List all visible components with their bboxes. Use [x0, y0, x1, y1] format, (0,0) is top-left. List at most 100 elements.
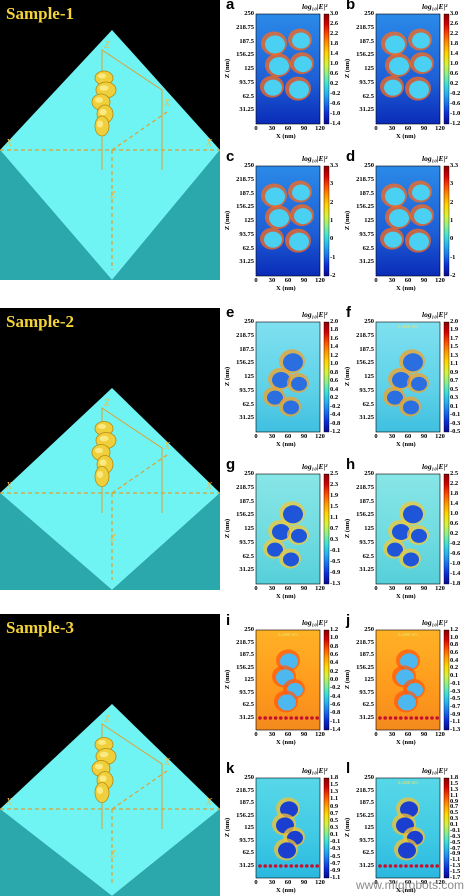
colorbar-tick-label: 2.0: [330, 318, 339, 325]
y-tick-label: 62.5: [362, 849, 374, 856]
x-tick-label: 0: [374, 879, 378, 886]
y-axis-label: Z (nm): [224, 58, 232, 79]
x-tick-label: 60: [404, 731, 412, 738]
colorbar: [443, 13, 450, 125]
y-tick-label: 156.25: [356, 663, 374, 671]
y-tick-label: 218.75: [356, 331, 374, 339]
y-tick-label: 250: [244, 10, 254, 17]
nanoparticle-highlight: [96, 120, 104, 128]
colorbar: [443, 321, 450, 433]
colorbar-tick-label: 2.5: [450, 470, 459, 477]
substrate-dot: [279, 864, 283, 868]
y-axis-label: Z (nm): [344, 210, 352, 231]
y-tick-label: 125: [244, 676, 254, 683]
x-axis-label: X (nm): [276, 739, 296, 746]
sample-1-label: Sample-1: [6, 4, 74, 23]
particle-section: [412, 32, 430, 49]
nanoparticle-highlight: [97, 73, 107, 79]
axis-letter-x: X: [205, 481, 213, 492]
sample-1-scene: Z Z X X X: [0, 30, 220, 280]
colorbar-tick-label: -0.5: [450, 428, 461, 435]
field-map-panel-d: d log₁₀|E|² 250 218.75 187.5 156.25 125 93.75 62…: [344, 148, 464, 294]
colorbar: [323, 629, 330, 731]
colorbar-tick-label: 0.6: [330, 651, 339, 658]
substrate-dot: [419, 716, 424, 720]
y-tick-label: 187.5: [239, 651, 254, 658]
x-tick-label: 30: [268, 585, 276, 592]
colorbar-tick-label: -1.4: [330, 120, 341, 127]
colorbar: [323, 473, 330, 585]
colorbar-tick-label: -1.3: [450, 726, 461, 733]
colorbar: [443, 777, 450, 879]
particle-section: [403, 400, 419, 415]
y-tick-label: 62.5: [242, 400, 254, 408]
x-tick-label: 60: [404, 433, 412, 440]
x-tick-label: 30: [268, 731, 276, 738]
y-tick-label: 31.25: [359, 414, 374, 422]
x-tick-label: 120: [435, 585, 445, 592]
colorbar-tick-label: 0.6: [330, 70, 339, 77]
colorbar-tick-label: 1.9: [450, 326, 459, 334]
colorbar: [323, 13, 330, 125]
axis-letter-z: Z: [104, 40, 110, 51]
colorbar-tick-label: -0.1: [330, 838, 341, 846]
substrate-dot: [263, 864, 267, 868]
sample-3-label: Sample-3: [6, 618, 74, 637]
y-tick-label: 125: [244, 65, 254, 72]
colorbar-tick-label: -0.8: [330, 709, 341, 717]
colorbar-tick-label: 1.8: [330, 40, 339, 47]
x-tick-label: 30: [268, 433, 276, 440]
x-axis-label: X (nm): [276, 441, 296, 448]
x-tick-label: 0: [374, 277, 378, 284]
colorbar-tick-label: 0.7: [330, 809, 339, 817]
colorbar-tick-label: 2.0: [450, 318, 459, 325]
y-tick-label: 31.25: [239, 713, 254, 721]
sample-1-illustration: Z Z X X X Sample-1: [0, 0, 220, 280]
colorbar-tick-label: 1.0: [450, 510, 459, 517]
x-tick-label: 30: [268, 125, 276, 132]
x-axis-label: X (nm): [396, 739, 416, 746]
y-tick-label: 156.25: [236, 359, 254, 367]
y-tick-label: 156.25: [236, 203, 254, 211]
colorbar-tick-label: 1.0: [330, 60, 339, 67]
colorbar-tick-label: -0.5: [450, 695, 461, 703]
colorbar: [443, 165, 450, 277]
colorbar-tick-label: -0.2: [330, 684, 341, 692]
particle-section: [412, 184, 430, 201]
x-tick-label: 90: [420, 125, 428, 132]
particle-section: [403, 552, 419, 567]
colorbar-tick-label: 1.1: [450, 360, 459, 368]
y-tick-label: 187.5: [359, 497, 374, 505]
particle-section: [292, 32, 310, 49]
substrate-dot: [414, 716, 419, 720]
colorbar-title: log₁₀|E|²: [302, 154, 328, 163]
y-tick-label: 31.25: [359, 258, 374, 266]
colorbar-tick-label: 0.4: [450, 656, 459, 664]
sample-3-illustration: Z Z X X X Sample-3: [0, 614, 220, 896]
y-tick-label: 187.5: [359, 37, 374, 45]
colorbar-tick-label: -0.5: [450, 838, 461, 846]
colorbar: [323, 777, 330, 879]
colorbar-tick-label: -0.9: [450, 710, 461, 718]
y-tick-label: 125: [244, 525, 254, 532]
y-tick-label: 250: [244, 318, 254, 325]
field-map-svg: [375, 473, 450, 585]
particle-section: [294, 208, 312, 225]
colorbar-tick-label: 1.6: [330, 334, 339, 342]
colorbar-tick-label: 0.9: [330, 802, 339, 810]
x-tick-label: 60: [284, 277, 292, 284]
field-map-panel-f: f log₁₀|E|² λ=625 nm 250 218.75 187.5 156.25 12…: [344, 304, 464, 450]
particle-section: [283, 353, 303, 372]
y-tick-label: 62.5: [362, 701, 374, 708]
x-tick-label: 120: [435, 125, 445, 132]
particle-section: [387, 390, 403, 405]
y-axis-label: Z (nm): [344, 518, 352, 539]
y-tick-label: 62.5: [242, 552, 254, 560]
colorbar-tick-label: 3.0: [330, 10, 339, 17]
colorbar-tick-label: 1.1: [330, 795, 339, 803]
sample-2-label: Sample-2: [6, 312, 74, 331]
substrate-dot: [268, 716, 273, 720]
x-tick-label: 0: [374, 433, 378, 440]
colorbar-tick-label: 1.3: [450, 351, 459, 359]
panel-letter: e: [226, 304, 235, 321]
